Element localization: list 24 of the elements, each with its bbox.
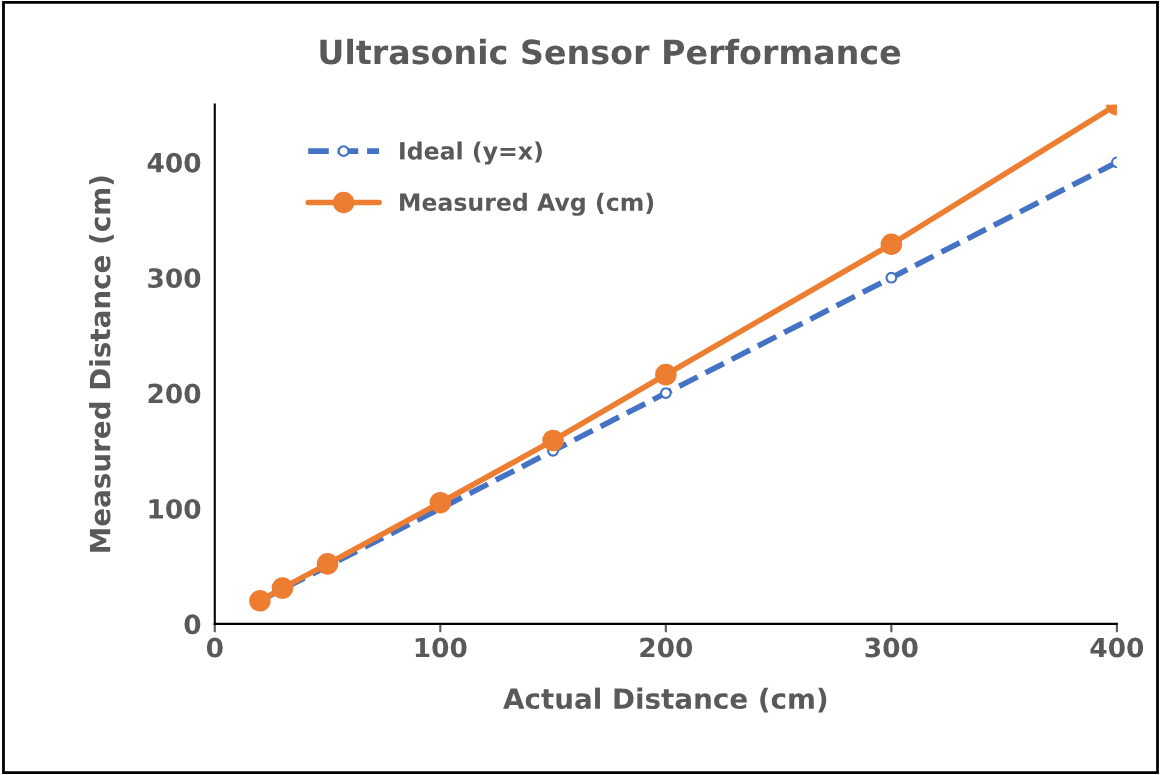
point — [429, 491, 452, 514]
point — [659, 387, 672, 399]
point — [542, 429, 564, 452]
point — [249, 590, 271, 612]
x-tick-label: 0 — [206, 637, 223, 658]
y-tick-label: 200 — [148, 383, 201, 404]
x-tick-label: 300 — [865, 637, 918, 658]
legend-label: Measured Avg (cm) — [400, 192, 654, 216]
point — [271, 577, 294, 599]
point — [316, 553, 339, 575]
chart-title: Ultrasonic Sensor Performance — [320, 38, 901, 65]
y-tick-label: 0 — [184, 614, 201, 635]
point — [880, 233, 903, 256]
x-tick-label: 100 — [415, 637, 467, 658]
x-tick-label: 400 — [1090, 637, 1144, 658]
x-tick-label: 200 — [640, 637, 693, 658]
y-axis-title: Measured Distance (cm) — [89, 176, 114, 552]
y-tick-label: 400 — [147, 152, 201, 173]
x-axis-title: Actual Distance (cm) — [503, 687, 827, 713]
legend-label: Ideal (y=x) — [400, 141, 542, 165]
y-tick-label: 100 — [149, 498, 201, 519]
point — [655, 363, 677, 386]
point — [885, 271, 898, 284]
y-tick-label: 300 — [148, 268, 201, 289]
